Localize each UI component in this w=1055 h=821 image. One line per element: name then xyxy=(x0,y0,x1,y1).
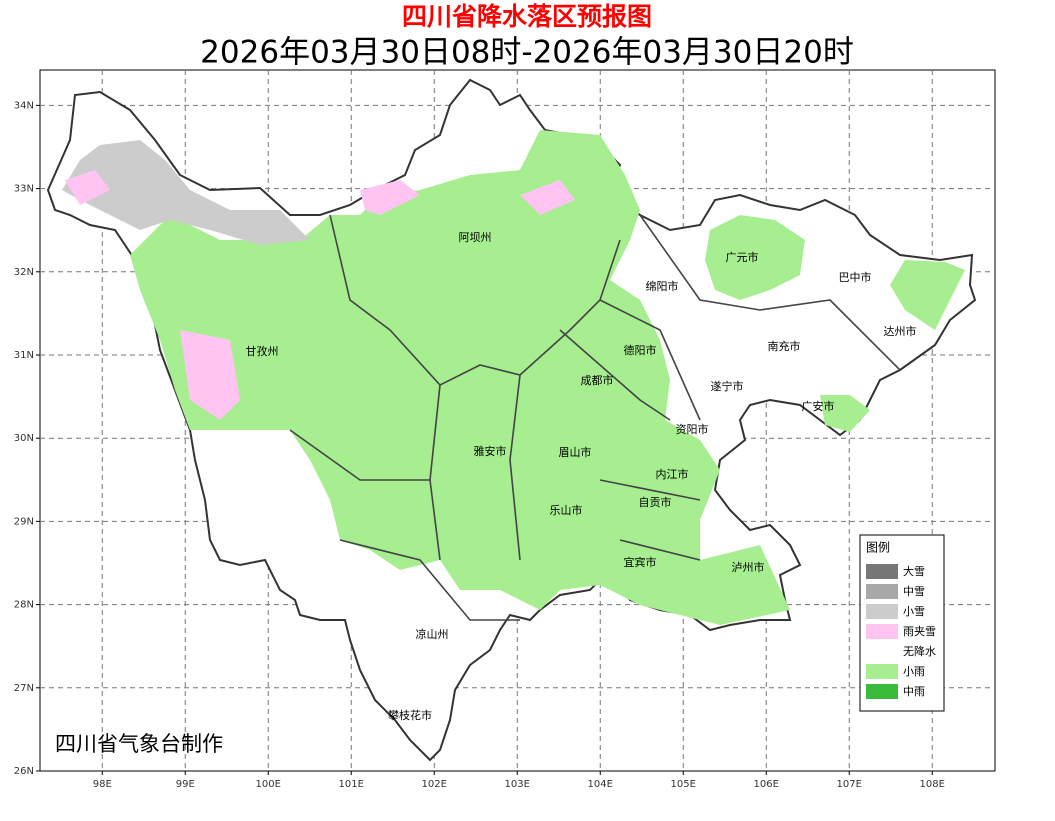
lon-tick-label: 100E xyxy=(256,779,281,790)
city-label: 资阳市 xyxy=(676,422,709,436)
lon-tick-label: 98E xyxy=(93,779,112,790)
city-label: 德阳市 xyxy=(624,343,657,357)
precip-areas xyxy=(62,130,965,625)
legend-label: 大雪 xyxy=(903,564,925,578)
city-label: 雅安市 xyxy=(474,444,507,458)
lon-tick-label: 108E xyxy=(920,779,945,790)
district-borders xyxy=(289,214,901,621)
credit: 四川省气象台制作 xyxy=(55,732,223,756)
legend-label: 小雪 xyxy=(903,605,925,618)
lon-tick-label: 107E xyxy=(837,779,862,790)
legend-label: 中雪 xyxy=(903,585,925,598)
lat-tick-label: 32N xyxy=(14,267,34,278)
title: 四川省降水落区预报图 xyxy=(402,2,652,31)
precip-area xyxy=(820,395,870,432)
city-label: 甘孜州 xyxy=(246,344,279,358)
lat-tick-label: 29N xyxy=(14,516,34,527)
legend-swatch xyxy=(866,664,898,679)
legend-label: 无降水 xyxy=(903,644,936,658)
city-label: 眉山市 xyxy=(559,445,592,459)
subtitle: 2026年03月30日08时-2026年03月30日20时 xyxy=(200,35,854,71)
legend-label: 雨夹雪 xyxy=(903,625,936,638)
city-label: 巴中市 xyxy=(839,270,872,284)
border xyxy=(329,214,621,386)
legend-swatch xyxy=(866,644,898,659)
city-label: 广安市 xyxy=(802,399,835,413)
lon-tick-label: 104E xyxy=(588,779,613,790)
legend-swatch xyxy=(866,584,898,599)
lat-tick-label: 31N xyxy=(14,350,34,361)
city-label: 泸州市 xyxy=(732,560,765,574)
lon-tick-label: 99E xyxy=(176,779,195,790)
city-label: 成都市 xyxy=(581,373,614,387)
city-label: 自贡市 xyxy=(639,495,672,509)
legend-title: 图例 xyxy=(866,541,890,555)
lat-tick-label: 26N xyxy=(14,766,34,777)
city-label: 达州市 xyxy=(884,324,917,338)
precip-area xyxy=(65,170,110,205)
lon-tick-label: 101E xyxy=(339,779,364,790)
city-label: 阿坝州 xyxy=(459,230,492,244)
precip-area xyxy=(62,140,310,245)
legend-swatch xyxy=(866,564,898,579)
city-label: 凉山州 xyxy=(416,627,449,641)
precip-area xyxy=(705,215,805,300)
border xyxy=(289,429,701,621)
precip-area xyxy=(890,260,965,330)
city-label: 攀枝花市 xyxy=(388,708,432,722)
city-label: 内江市 xyxy=(656,467,689,481)
lat-tick-label: 34N xyxy=(14,100,34,111)
legend-label: 小雨 xyxy=(903,665,925,678)
city-label: 绵阳市 xyxy=(646,279,679,293)
precip-area xyxy=(130,130,790,625)
precip-area xyxy=(180,330,240,420)
legend-swatch xyxy=(866,684,898,699)
legend-label: 中雨 xyxy=(903,685,925,698)
city-label: 遂宁市 xyxy=(711,379,744,393)
city-label: 广元市 xyxy=(726,250,759,264)
lat-tick-label: 28N xyxy=(14,600,34,611)
lon-tick-label: 103E xyxy=(505,779,530,790)
precip-area xyxy=(360,180,420,215)
lat-tick-label: 30N xyxy=(14,433,34,444)
city-label: 宜宾市 xyxy=(624,555,657,569)
lon-tick-label: 102E xyxy=(422,779,447,790)
city-label: 南充市 xyxy=(768,339,801,353)
legend-swatch xyxy=(866,624,898,639)
legend-swatch xyxy=(866,604,898,619)
lon-tick-label: 105E xyxy=(671,779,696,790)
precip-area xyxy=(520,180,575,215)
lat-tick-label: 27N xyxy=(14,683,34,694)
lat-tick-label: 33N xyxy=(14,184,34,195)
lon-tick-label: 106E xyxy=(754,779,779,790)
city-label: 乐山市 xyxy=(550,503,583,517)
